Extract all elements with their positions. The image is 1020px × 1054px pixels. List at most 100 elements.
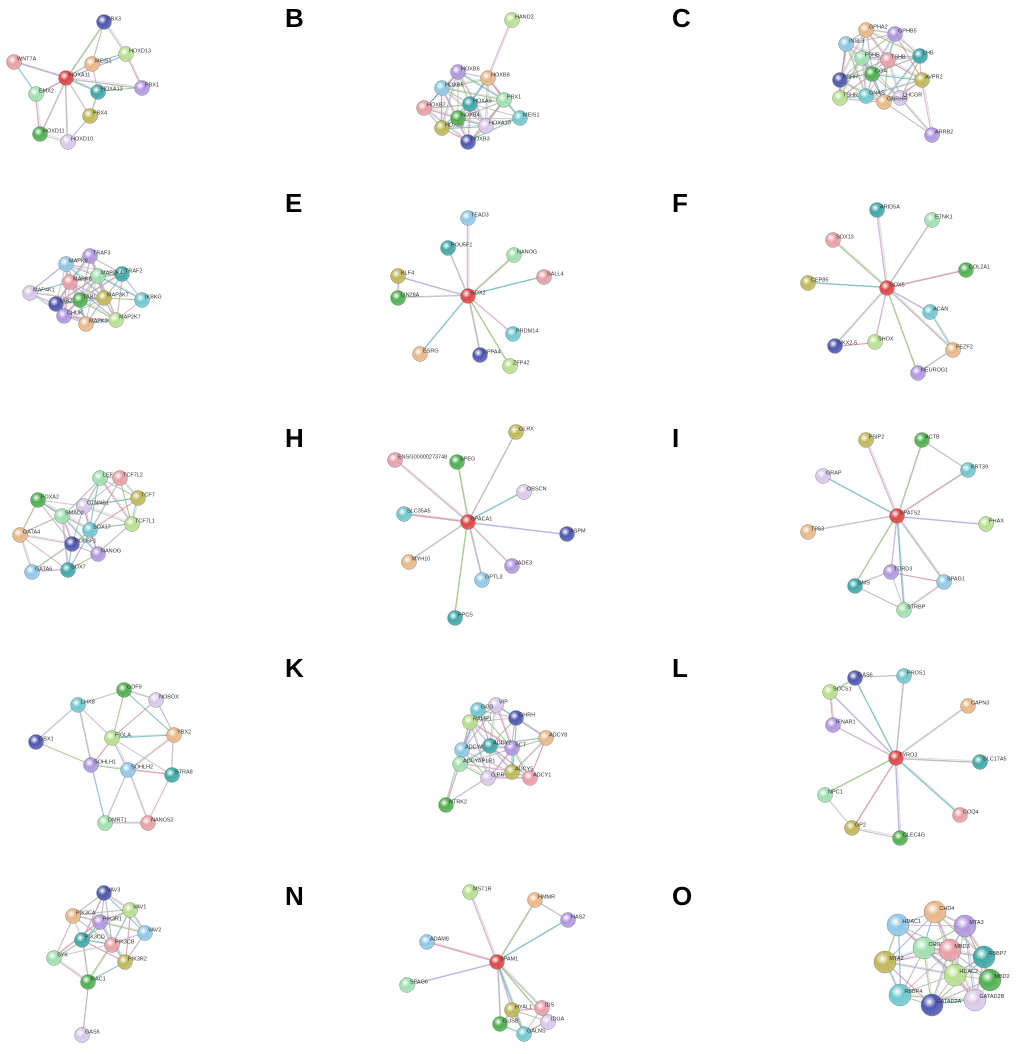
node-label: MAP4K1 [33,288,55,294]
node [920,993,944,1017]
node-label: SMAD2 [65,511,84,517]
edge [441,87,505,101]
edge [835,286,889,346]
edge [453,521,469,618]
edge [398,275,469,298]
edge [486,19,512,78]
node-label: TAB1 [83,295,96,301]
node [864,66,880,82]
node [434,120,450,136]
edge [420,294,470,354]
edge [965,924,977,1000]
edge [128,768,150,823]
node-label: NOBOX [159,695,179,701]
edge [128,770,150,824]
node [64,536,80,552]
edge [62,514,100,554]
node [401,554,417,570]
node [858,432,874,448]
node [82,108,98,124]
node [800,524,816,540]
node-label: ESRG [423,349,439,355]
node-label: SPACA1 [471,517,492,523]
edge [895,675,905,759]
node-label: IDUA [551,1017,564,1023]
edge [426,941,498,963]
node-label: PBX1 [507,95,521,101]
node [912,936,936,960]
edge [457,71,505,101]
node-label: SOCS1 [833,687,852,693]
edge [497,960,544,1008]
node [83,757,99,773]
node [72,292,88,308]
node [825,717,841,733]
node [387,452,403,468]
node-label: PIK3R1 [103,917,122,923]
node [90,546,106,562]
edge [891,572,945,584]
edge [111,737,173,776]
edge [885,287,919,373]
node [858,88,874,104]
edge [495,960,542,1008]
node [896,602,912,618]
node [559,526,575,542]
node [82,522,98,538]
edge [497,960,502,1024]
node-label: SOX17 [93,525,111,531]
node-label: TYRO3 [899,753,917,759]
edge [469,721,489,779]
edge [459,762,512,772]
edge [62,516,99,555]
edge [897,514,946,582]
edge [920,79,932,135]
edge [458,100,505,120]
node [838,36,854,52]
edge [838,43,846,98]
node-label: AVPR2 [925,75,943,81]
edge [896,704,970,758]
edge [488,18,514,78]
edge [845,33,896,45]
node [512,110,528,126]
node-label: INSL3 [849,39,864,45]
edge [77,704,113,739]
edge [467,116,520,142]
edge [393,458,468,522]
edge [921,439,969,471]
edge [466,295,511,366]
edge [467,431,517,523]
node [482,738,498,754]
edge [128,735,175,772]
node-label: HOXB8 [491,73,510,79]
node-label: SLC17A5 [983,757,1007,763]
edge [840,42,848,98]
node-label: LHX8 [81,700,95,706]
edge [864,439,898,516]
edge [497,960,526,1034]
edge [886,219,933,289]
edge [896,756,902,838]
network-panel: O CHD4 MTA3 HDAC1 RBBP7 CHD3 MBD3 MTA2 MBD2 GATAD… [672,881,1010,1017]
node-label: GNAS [869,91,885,97]
node [504,558,520,574]
node [28,86,44,102]
node-label: RBBP4 [904,989,922,995]
node [480,70,496,86]
edge [445,776,488,805]
edges [397,217,544,366]
edge [861,57,900,98]
edge [462,750,513,774]
node [516,484,532,500]
edge [468,255,516,298]
edge [894,704,968,758]
edge [128,733,176,770]
node-label: OBSCN [527,487,547,493]
node [958,262,974,278]
edges [35,688,176,824]
edge [807,281,887,289]
edge [866,438,899,516]
node [489,954,505,970]
